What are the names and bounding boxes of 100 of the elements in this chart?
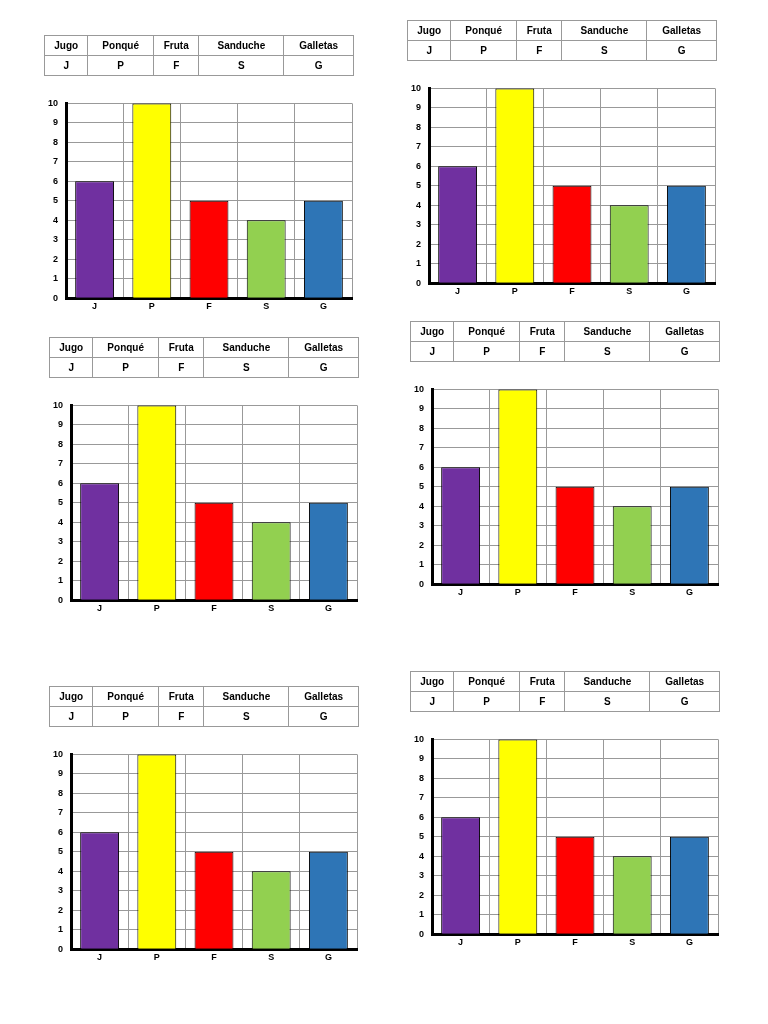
text: Jugo — [410, 321, 454, 342]
text: Ponqué — [450, 20, 517, 41]
y-tick-label: 6 — [419, 811, 425, 822]
y-tick-label: 5 — [53, 195, 59, 206]
x-tick-label: F — [211, 603, 218, 614]
y-tick-label: 6 — [58, 826, 64, 837]
category-label: P — [483, 696, 491, 707]
category-label: F — [178, 362, 185, 373]
x-tick-label: P — [514, 587, 521, 598]
x-tick-label: P — [148, 301, 155, 312]
x-tick-label: S — [268, 952, 275, 963]
y-tick-label: 0 — [58, 943, 64, 954]
y-tick-label: 9 — [53, 117, 59, 128]
category-label: P — [122, 362, 130, 373]
text: Jugo — [44, 35, 88, 56]
x-tick-label: G — [685, 587, 693, 598]
y-tick-label: 8 — [419, 422, 425, 433]
category-label: G — [319, 711, 328, 722]
x-tick-label: J — [458, 587, 464, 598]
y-tick-label: 2 — [419, 539, 425, 550]
category-label: G — [680, 346, 689, 357]
y-tick-label: 7 — [419, 442, 425, 453]
x-tick-label: P — [511, 286, 518, 297]
category-label: F — [539, 346, 546, 357]
x-tick-label: G — [324, 603, 332, 614]
text: Galletas — [283, 35, 354, 56]
category-label: F — [178, 711, 185, 722]
y-tick-label: 1 — [419, 559, 425, 570]
text: Sanduche — [203, 686, 289, 707]
category-label: S — [604, 346, 611, 357]
y-tick-label: 0 — [419, 578, 425, 589]
text: Fruta — [516, 20, 562, 41]
category-label: P — [122, 711, 130, 722]
y-tick-label: 8 — [58, 787, 64, 798]
y-tick-label: 9 — [419, 403, 425, 414]
y-tick-label: 0 — [419, 928, 425, 939]
x-tick-label: S — [626, 286, 633, 297]
y-tick-label: 2 — [58, 555, 64, 566]
y-tick-label: 4 — [58, 865, 64, 876]
y-tick-label: 0 — [53, 292, 59, 303]
y-tick-label: 7 — [58, 458, 64, 469]
text: Fruta — [158, 686, 204, 707]
text: Jugo — [410, 671, 454, 692]
category-label: G — [680, 696, 689, 707]
text: Sanduche — [203, 337, 289, 358]
y-tick-label: 3 — [419, 520, 425, 531]
x-tick-label: F — [572, 937, 579, 948]
text: Galletas — [288, 337, 359, 358]
y-tick-label: 8 — [53, 136, 59, 147]
y-tick-label: 9 — [58, 419, 64, 430]
text: Fruta — [153, 35, 199, 56]
y-tick-label: 5 — [416, 180, 422, 191]
y-tick-label: 9 — [419, 753, 425, 764]
x-tick-label: J — [97, 952, 103, 963]
category-label: G — [319, 362, 328, 373]
text: Jugo — [407, 20, 451, 41]
category-label: G — [677, 45, 686, 56]
category-label: S — [243, 711, 250, 722]
category-label: F — [539, 696, 546, 707]
text: Ponqué — [453, 671, 520, 692]
x-tick-label: S — [268, 603, 275, 614]
text: Jugo — [49, 337, 93, 358]
x-tick-label: G — [319, 301, 327, 312]
y-tick-label: 6 — [53, 175, 59, 186]
y-tick-label: 9 — [416, 102, 422, 113]
y-tick-label: 10 — [414, 733, 425, 744]
x-tick-label: G — [324, 952, 332, 963]
y-tick-label: 8 — [58, 438, 64, 449]
category-label: J — [63, 60, 69, 71]
text: Sanduche — [564, 321, 650, 342]
x-tick-label: F — [206, 301, 213, 312]
x-tick-label: P — [514, 937, 521, 948]
y-tick-label: 5 — [58, 846, 64, 857]
y-tick-label: 7 — [58, 807, 64, 818]
category-label: J — [426, 45, 432, 56]
x-tick-label: J — [458, 937, 464, 948]
y-tick-label: 3 — [58, 536, 64, 547]
text: Jugo — [49, 686, 93, 707]
x-tick-label: J — [455, 286, 461, 297]
y-tick-label: 4 — [419, 500, 425, 511]
y-tick-label: 3 — [416, 219, 422, 230]
y-tick-label: 4 — [58, 516, 64, 527]
category-label: P — [480, 45, 488, 56]
x-tick-label: P — [153, 603, 160, 614]
y-tick-label: 7 — [416, 141, 422, 152]
category-label: J — [68, 711, 74, 722]
y-tick-label: 1 — [58, 575, 64, 586]
y-tick-label: 10 — [53, 748, 64, 759]
y-tick-label: 6 — [416, 160, 422, 171]
category-label: J — [429, 696, 435, 707]
category-label: S — [238, 60, 245, 71]
y-tick-label: 1 — [53, 273, 59, 284]
text: Galletas — [646, 20, 717, 41]
y-tick-label: 0 — [58, 594, 64, 605]
y-tick-label: 7 — [419, 792, 425, 803]
text: Fruta — [519, 671, 565, 692]
category-label: F — [173, 60, 180, 71]
y-tick-label: 10 — [53, 399, 64, 410]
y-tick-label: 10 — [414, 383, 425, 394]
y-tick-label: 1 — [416, 258, 422, 269]
